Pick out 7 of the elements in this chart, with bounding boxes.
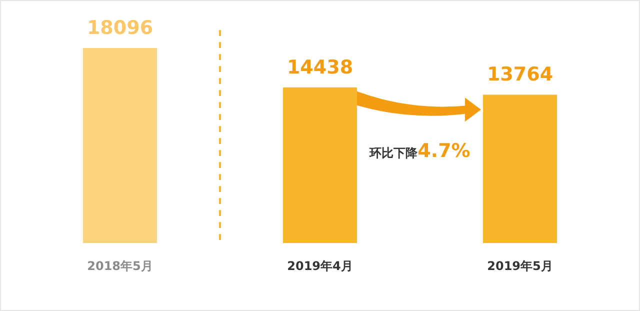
data-label: 14438 bbox=[286, 56, 354, 78]
x-tick-label: 2019年5月 bbox=[487, 259, 553, 273]
data-label: 13764 bbox=[486, 64, 554, 86]
data-label: 18096 bbox=[86, 17, 154, 39]
annotation: 环比下降4.7% bbox=[370, 140, 470, 162]
x-tick-label: 2018年5月 bbox=[87, 259, 153, 273]
x-tick-label: 2019年4月 bbox=[287, 259, 353, 273]
